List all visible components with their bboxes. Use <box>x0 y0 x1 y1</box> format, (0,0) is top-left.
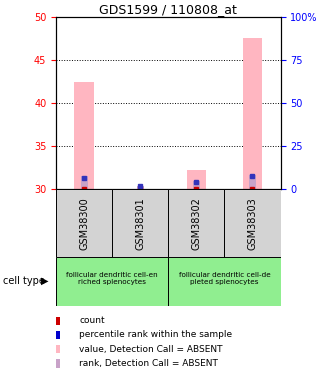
Bar <box>243 39 262 189</box>
Text: GSM38303: GSM38303 <box>248 197 257 249</box>
Text: follicular dendritic cell-en
riched splenocytes: follicular dendritic cell-en riched sple… <box>66 272 158 285</box>
Bar <box>224 189 280 257</box>
Text: GSM38300: GSM38300 <box>79 197 89 249</box>
Bar <box>168 257 280 306</box>
Text: ▶: ▶ <box>41 276 49 286</box>
Title: GDS1599 / 110808_at: GDS1599 / 110808_at <box>99 3 237 16</box>
Bar <box>74 82 94 189</box>
Bar <box>112 189 168 257</box>
Text: rank, Detection Call = ABSENT: rank, Detection Call = ABSENT <box>79 359 218 368</box>
Bar <box>168 189 224 257</box>
Bar <box>186 170 206 189</box>
Text: cell type: cell type <box>3 276 45 286</box>
Text: follicular dendritic cell-de
pleted splenocytes: follicular dendritic cell-de pleted sple… <box>179 272 270 285</box>
Bar <box>56 257 168 306</box>
Text: count: count <box>79 316 105 325</box>
Bar <box>249 175 256 189</box>
Bar <box>193 181 200 189</box>
Text: GSM38301: GSM38301 <box>135 197 145 249</box>
Text: value, Detection Call = ABSENT: value, Detection Call = ABSENT <box>79 345 223 354</box>
Bar <box>137 186 144 189</box>
Bar <box>56 189 112 257</box>
Bar <box>81 177 88 189</box>
Text: GSM38302: GSM38302 <box>191 196 201 250</box>
Text: percentile rank within the sample: percentile rank within the sample <box>79 330 232 339</box>
